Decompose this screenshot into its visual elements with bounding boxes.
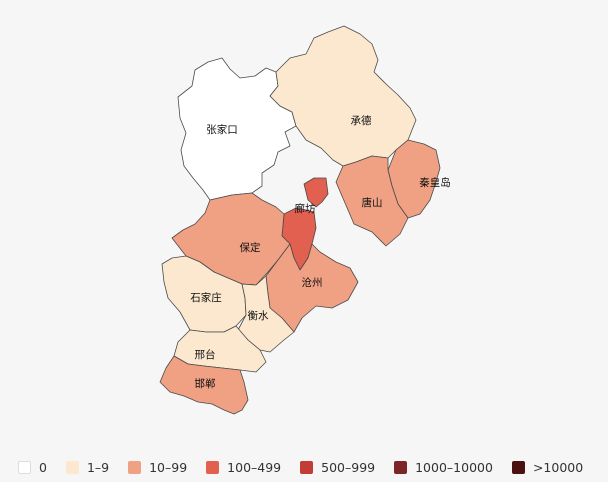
legend-item[interactable]: 500–999: [300, 460, 375, 475]
region-label-qinhuangdao: 秦皇岛: [419, 176, 451, 189]
region-label-handan: 邯郸: [195, 377, 216, 390]
region-label-xingtai: 邢台: [195, 348, 216, 361]
legend-swatch: [206, 460, 220, 474]
region-chengde[interactable]: [269, 25, 417, 167]
legend-swatch: [511, 460, 525, 474]
region-label-langfang: 廊坊: [295, 202, 316, 215]
map-legend: 0 1–9 10–99 100–499 500–999 1000–10000 >10000: [18, 457, 602, 477]
legend-item[interactable]: >10000: [511, 459, 584, 475]
legend-label: 10–99: [149, 459, 188, 475]
legend-item[interactable]: 0: [18, 460, 47, 475]
region-label-chengde: 承德: [351, 114, 372, 127]
region-label-cangzhou: 沧州: [302, 276, 323, 289]
region-handan[interactable]: [159, 355, 249, 415]
legend-item[interactable]: 1–9: [65, 459, 110, 475]
legend-label: 1–9: [86, 459, 110, 475]
legend-swatch: [394, 460, 408, 474]
legend-label: 0: [39, 459, 47, 475]
legend-label: 500–999: [321, 459, 376, 475]
region-label-zhangjiakou: 张家口: [206, 123, 238, 136]
legend-swatch: [300, 460, 314, 474]
legend-swatch: [65, 460, 79, 474]
legend-swatch: [128, 460, 142, 474]
region-label-shijiazhuang: 石家庄: [190, 291, 222, 304]
legend-swatch: [18, 460, 31, 474]
legend-label: 1000–10000: [415, 459, 493, 475]
region-hengshui[interactable]: [237, 275, 295, 353]
region-label-baoding: 保定: [240, 241, 261, 254]
region-zhangjiakou[interactable]: [177, 57, 297, 201]
region-label-tangshan: 唐山: [362, 196, 383, 209]
legend-item[interactable]: 10–99: [128, 460, 187, 475]
region-tangshan[interactable]: [335, 155, 409, 247]
legend-item[interactable]: 1000–10000: [394, 460, 493, 475]
region-label-hengshui: 衡水: [248, 310, 269, 322]
legend-label: 100–499: [227, 459, 282, 475]
legend-item[interactable]: 100–499: [206, 460, 281, 475]
legend-label: >10000: [532, 459, 584, 475]
